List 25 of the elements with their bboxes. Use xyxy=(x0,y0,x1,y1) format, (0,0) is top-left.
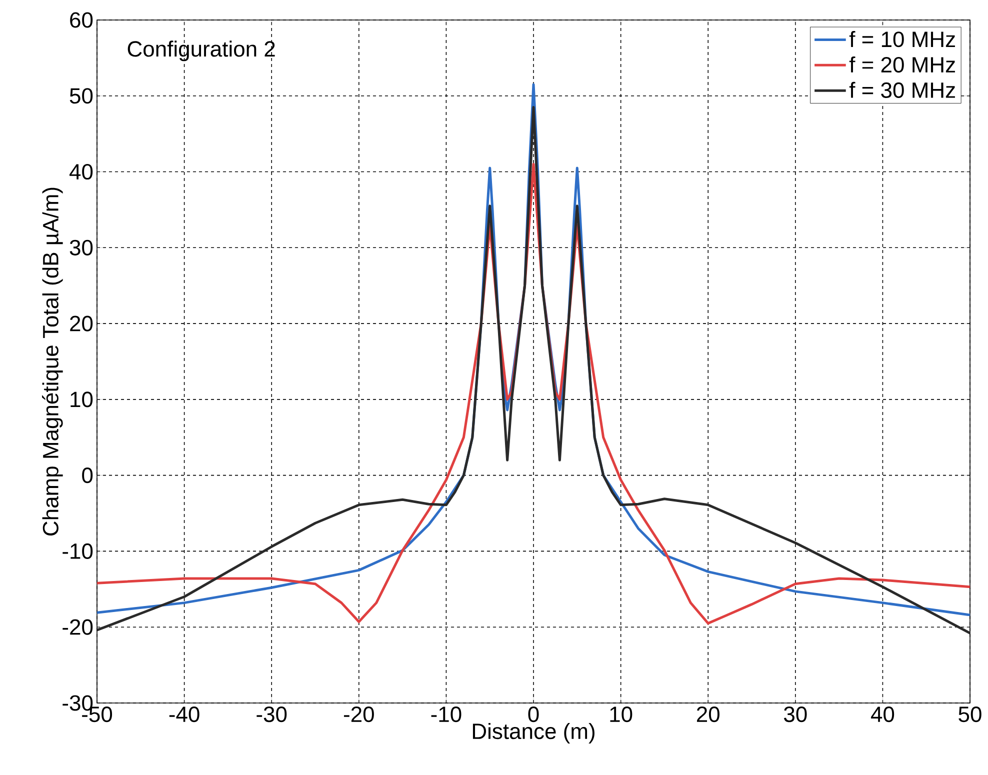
x-axis-title: Distance (m) xyxy=(472,722,594,744)
legend-label: f = 20 MHz xyxy=(849,56,955,73)
x-tick-label: -10 xyxy=(431,706,462,722)
y-tick-label: 40 xyxy=(70,164,93,180)
x-tick-label: 0 xyxy=(528,706,539,722)
x-tick-label: -30 xyxy=(256,706,287,722)
y-tick-label: 60 xyxy=(70,12,93,28)
legend-label: f = 30 MHz xyxy=(849,82,955,98)
x-tick-label: 10 xyxy=(610,706,632,722)
annotation: Configuration 2 xyxy=(128,40,275,62)
legend-label: f = 10 MHz xyxy=(849,31,955,48)
y-tick-label: 30 xyxy=(70,240,93,256)
y-tick-label: 10 xyxy=(70,392,93,408)
y-tick-label: 0 xyxy=(82,468,93,484)
x-tick-label: 40 xyxy=(870,706,894,722)
y-tick-label: 50 xyxy=(70,88,93,104)
x-tick-label: 50 xyxy=(958,706,982,722)
x-tick-label: 20 xyxy=(696,706,720,722)
y-tick-label: 20 xyxy=(70,316,93,332)
x-tick-label: 30 xyxy=(784,706,807,722)
y-axis-title: Champ Magnétique Total (dB µA/m) xyxy=(42,188,63,536)
y-tick-label: -20 xyxy=(62,619,93,635)
x-tick-label: -20 xyxy=(344,706,374,722)
x-tick-label: -40 xyxy=(169,706,200,722)
y-tick-label: -10 xyxy=(62,543,93,559)
